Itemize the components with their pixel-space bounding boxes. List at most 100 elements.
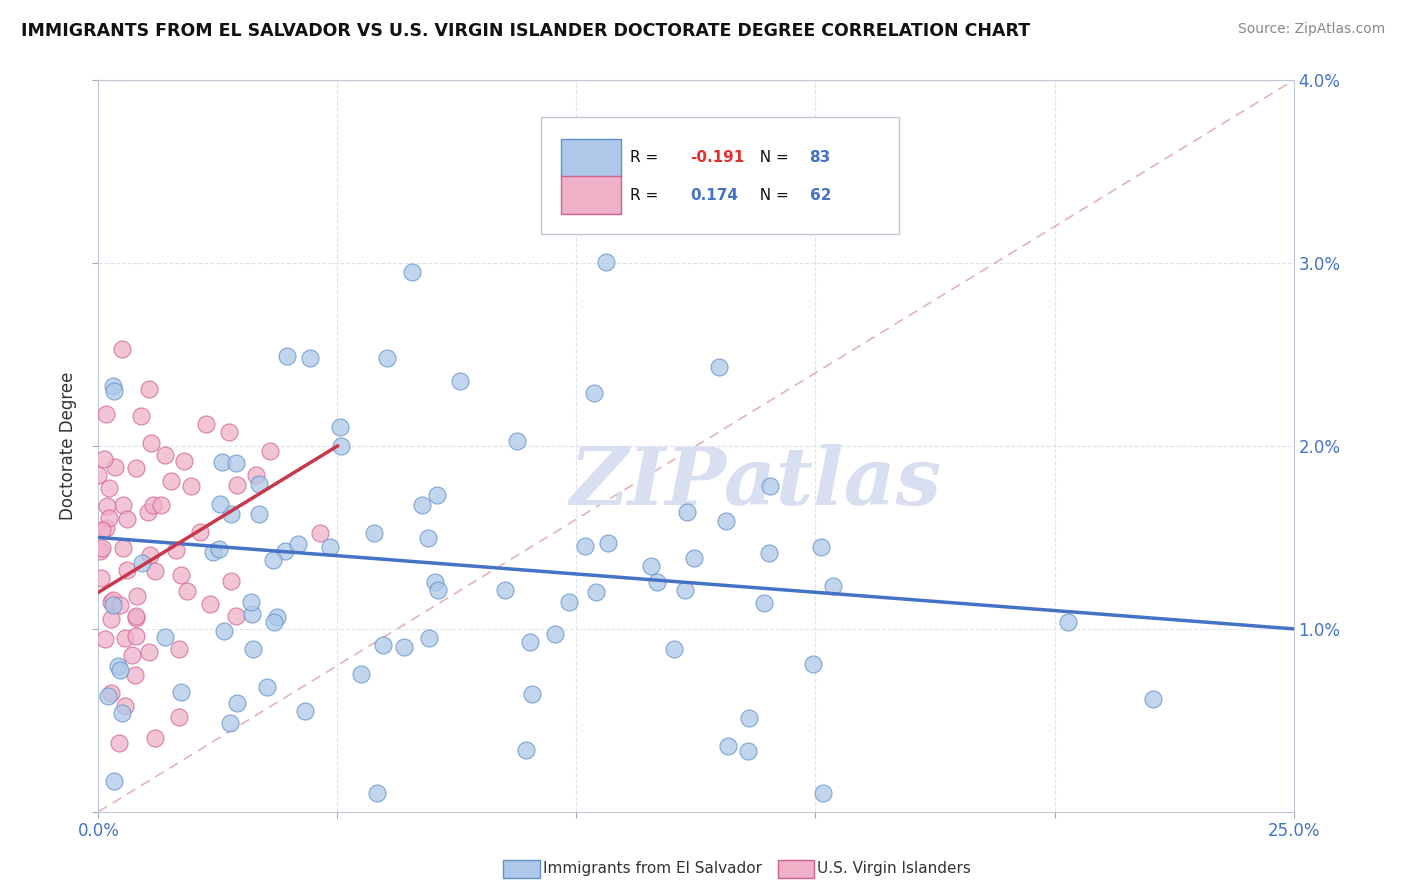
Point [103,593,125,607]
Point [595,255,617,269]
Point [582,386,605,401]
Point [515,743,537,757]
Point [100,595,122,609]
Point [738,711,761,725]
Point [173,454,195,468]
Text: IMMIGRANTS FROM EL SALVADOR VS U.S. VIRGIN ISLANDER DOCTORATE DEGREE CORRELATION: IMMIGRANTS FROM EL SALVADOR VS U.S. VIRG… [21,22,1031,40]
Point [274,543,297,558]
Text: N =: N = [749,187,793,202]
Text: R =: R = [630,187,664,202]
Text: 83: 83 [810,151,831,165]
Point [114,699,136,714]
Point [138,645,160,659]
Point [104,460,127,475]
Point [294,704,316,718]
Point [662,641,685,656]
Point [506,434,529,448]
FancyBboxPatch shape [541,117,900,234]
Point [141,436,163,450]
Point [208,541,231,556]
Point [1057,615,1080,630]
Point [522,687,544,701]
Point [125,461,148,475]
Point [127,589,149,603]
Point [94,521,117,535]
Point [287,537,309,551]
Point [110,599,132,613]
Text: N =: N = [749,151,793,165]
Text: -0.191: -0.191 [690,151,744,165]
Point [108,736,131,750]
FancyBboxPatch shape [561,176,620,214]
Point [574,540,596,554]
Point [97,690,120,704]
Text: Source: ZipAtlas.com: Source: ZipAtlas.com [1237,22,1385,37]
Point [308,525,330,540]
Point [411,498,433,512]
Point [558,595,581,609]
Point [94,632,117,646]
Point [519,635,541,649]
Point [363,526,385,541]
Point [143,731,166,745]
Point [103,384,125,398]
Point [136,505,159,519]
Point [801,657,824,671]
FancyBboxPatch shape [561,139,620,177]
Point [427,582,450,597]
Point [93,452,115,467]
Point [111,541,134,555]
Point [98,511,121,525]
Point [139,549,162,563]
Point [219,574,242,589]
Point [89,543,111,558]
Point [813,787,835,801]
Point [169,684,191,698]
Point [596,536,619,550]
Point [198,598,221,612]
Point [256,681,278,695]
Point [167,710,190,724]
Point [121,648,143,662]
Point [494,583,516,598]
Point [101,599,124,613]
Point [219,507,242,521]
Point [208,497,231,511]
Point [375,351,398,365]
Point [90,571,112,585]
Point [153,449,176,463]
Point [150,498,173,512]
Point [707,360,730,375]
Text: ZIPatlas: ZIPatlas [569,444,942,521]
Text: 62: 62 [810,187,831,202]
Point [190,524,212,539]
Point [225,478,247,492]
Point [218,425,240,439]
Point [124,668,146,682]
Point [226,696,249,710]
Point [117,563,139,577]
Point [673,582,696,597]
Point [100,612,122,626]
Point [366,787,388,801]
Point [682,550,704,565]
Point [714,514,737,528]
Point [371,639,394,653]
Point [160,474,183,488]
Point [276,349,298,363]
Text: R =: R = [630,151,664,165]
Point [112,498,135,512]
Point [201,545,224,559]
Y-axis label: Doctorate Degree: Doctorate Degree [59,372,77,520]
Point [101,378,124,392]
Point [585,584,607,599]
Point [759,479,782,493]
Point [143,564,166,578]
Point [319,540,342,554]
Text: Immigrants from El Salvador: Immigrants from El Salvador [543,862,762,876]
Point [259,443,281,458]
Point [214,624,236,638]
Point [392,640,415,654]
Point [108,663,131,677]
Point [98,481,121,495]
